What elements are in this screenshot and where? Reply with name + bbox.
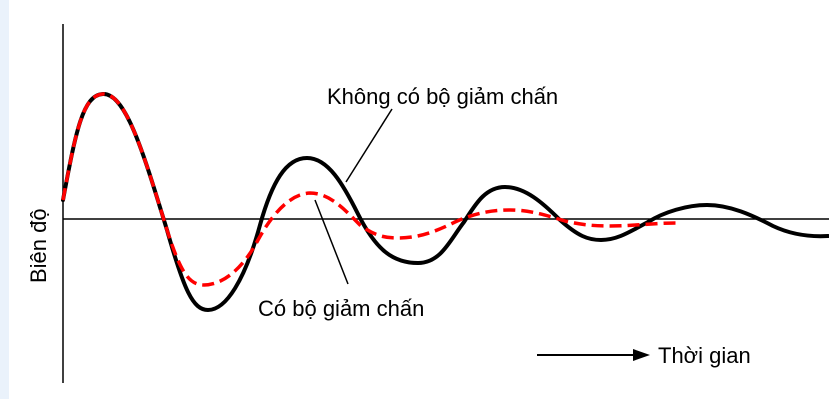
time-arrow-head <box>633 349 650 361</box>
damped-leader-line <box>314 199 349 285</box>
undamped-curve <box>61 91 829 312</box>
left-border-strip <box>0 0 9 399</box>
time-label: Thời gian <box>658 343 751 368</box>
undamped-label: Không có bộ giảm chấn <box>327 84 558 109</box>
amplitude-label: Biên độ <box>26 208 51 283</box>
damped-curve <box>61 92 677 287</box>
damped-label: Có bộ giảm chấn <box>258 296 424 321</box>
undamped-leader-line <box>345 108 393 183</box>
